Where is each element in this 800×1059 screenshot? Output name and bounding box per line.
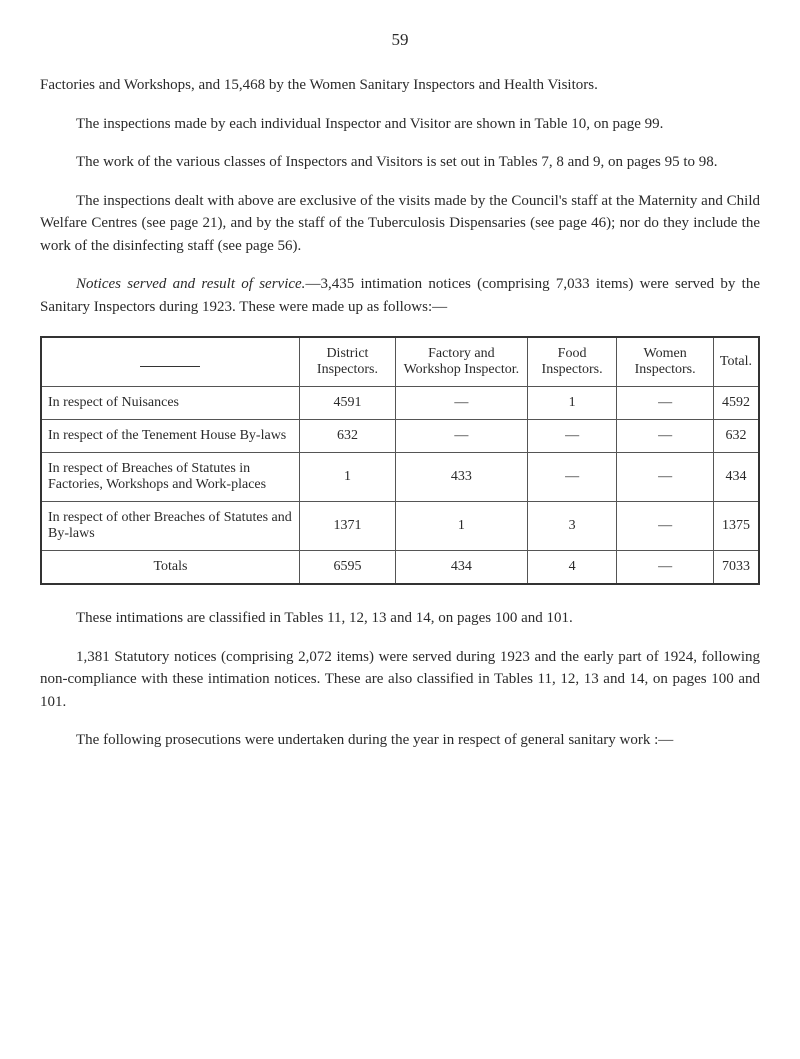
row-cell: — <box>617 387 714 420</box>
table-row: In respect of the Tenement House By-laws… <box>41 420 759 453</box>
paragraph-8: The following prosecutions were undertak… <box>40 729 760 752</box>
totals-cell: 434 <box>395 551 527 585</box>
row-label: In respect of Nuisances <box>41 387 299 420</box>
totals-label: Totals <box>41 551 299 585</box>
row-cell: — <box>395 387 527 420</box>
row-label: In respect of other Breaches of Statutes… <box>41 502 299 551</box>
table-row: In respect of other Breaches of Statutes… <box>41 502 759 551</box>
row-cell: 434 <box>713 453 759 502</box>
notices-table: District Inspectors. Factory and Worksho… <box>40 336 760 585</box>
page-container: 59 Factories and Workshops, and 15,468 b… <box>0 0 800 798</box>
row-label: In respect of the Tenement House By-laws <box>41 420 299 453</box>
table-header-factory: Factory and Workshop Inspector. <box>395 337 527 387</box>
row-cell: — <box>617 420 714 453</box>
table-totals-row: Totals 6595 434 4 — 7033 <box>41 551 759 585</box>
table-header-women: Women Inspectors. <box>617 337 714 387</box>
paragraph-6: These intimations are classified in Tabl… <box>40 607 760 630</box>
table-header-district: District Inspectors. <box>299 337 395 387</box>
row-cell: 1 <box>395 502 527 551</box>
table-header-blank <box>41 337 299 387</box>
row-label: In respect of Breaches of Statutes in Fa… <box>41 453 299 502</box>
row-cell: 1 <box>299 453 395 502</box>
header-dash-line <box>140 356 200 367</box>
page-number: 59 <box>40 30 760 50</box>
table-header-row: District Inspectors. Factory and Worksho… <box>41 337 759 387</box>
row-cell: 632 <box>299 420 395 453</box>
row-cell: — <box>527 420 617 453</box>
totals-cell: 6595 <box>299 551 395 585</box>
paragraph-5: Notices served and result of service.—3,… <box>40 273 760 318</box>
row-cell: — <box>617 453 714 502</box>
paragraph-5-italic: Notices served and result of service. <box>76 276 305 292</box>
row-cell: 1 <box>527 387 617 420</box>
table-header-food: Food Inspectors. <box>527 337 617 387</box>
row-cell: — <box>527 453 617 502</box>
table-header-total: Total. <box>713 337 759 387</box>
row-cell: 1375 <box>713 502 759 551</box>
paragraph-3: The work of the various classes of Inspe… <box>40 151 760 174</box>
totals-cell: 7033 <box>713 551 759 585</box>
row-cell: 3 <box>527 502 617 551</box>
row-cell: 1371 <box>299 502 395 551</box>
row-cell: 4591 <box>299 387 395 420</box>
row-cell: — <box>617 502 714 551</box>
row-cell: 4592 <box>713 387 759 420</box>
row-cell: 632 <box>713 420 759 453</box>
paragraph-2: The inspections made by each individual … <box>40 113 760 136</box>
row-cell: — <box>395 420 527 453</box>
totals-cell: — <box>617 551 714 585</box>
row-cell: 433 <box>395 453 527 502</box>
paragraph-4: The inspections dealt with above are exc… <box>40 190 760 258</box>
paragraph-7: 1,381 Statutory notices (comprising 2,07… <box>40 646 760 714</box>
table-row: In respect of Breaches of Statutes in Fa… <box>41 453 759 502</box>
totals-cell: 4 <box>527 551 617 585</box>
paragraph-1: Factories and Workshops, and 15,468 by t… <box>40 74 760 97</box>
table-row: In respect of Nuisances 4591 — 1 — 4592 <box>41 387 759 420</box>
